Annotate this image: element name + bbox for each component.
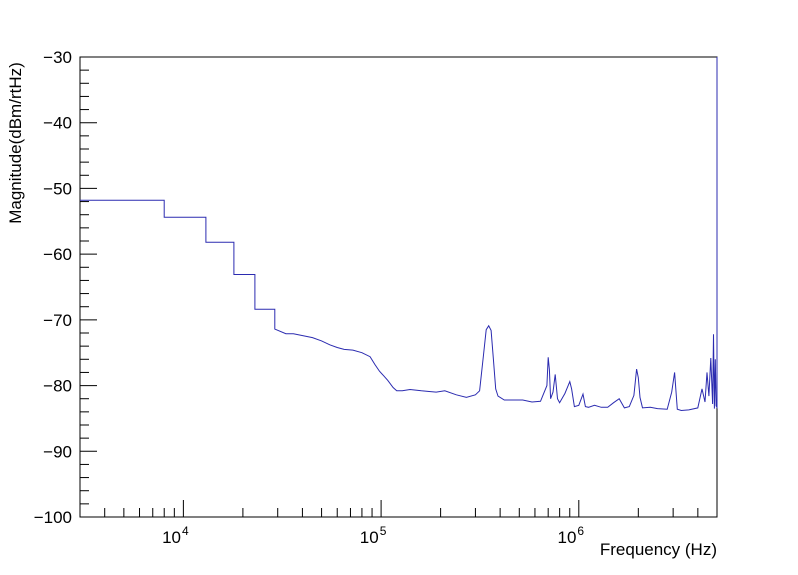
x-tick-label: 104 (162, 524, 189, 547)
y-tick-label: −80 (43, 377, 72, 396)
y-tick-label: −30 (43, 48, 72, 67)
x-tick-label: 105 (360, 524, 387, 547)
plot-frame (79, 56, 718, 518)
y-tick-label: −100 (34, 508, 72, 527)
y-axis-title: Magnitude(dBm/rtHz) (6, 62, 25, 224)
y-tick-label: −50 (43, 179, 72, 198)
y-tick-label: −70 (43, 311, 72, 330)
series-line (80, 57, 718, 412)
y-axis: −30 −40 −50 −60 −70 −80 −90 −100 (34, 48, 97, 527)
x-tick-label: 106 (558, 524, 585, 547)
y-tick-label: −90 (43, 442, 72, 461)
x-axis-title: Frequency (Hz) (600, 540, 717, 559)
x-axis: 104 105 106 (79, 500, 718, 547)
y-tick-label: −60 (43, 245, 72, 264)
y-tick-label: −40 (43, 114, 72, 133)
